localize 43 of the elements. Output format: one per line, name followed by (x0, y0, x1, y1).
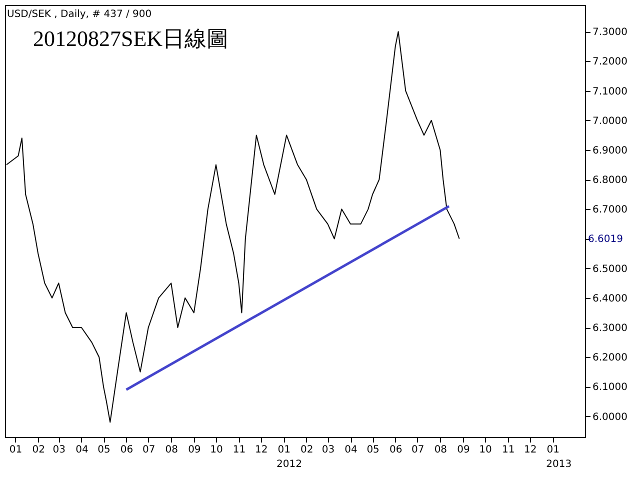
x-tick-label: 01 (9, 444, 22, 456)
x-tick-label: 09 (457, 444, 470, 456)
y-tick-label: 7.1000 (592, 86, 628, 98)
y-tick-label: 6.9000 (592, 145, 628, 156)
y-tick-label: 6.3000 (592, 323, 628, 334)
x-tick-label: 04 (76, 444, 88, 456)
y-tick-label: 6.2000 (592, 352, 628, 364)
text: 6.6019 (588, 234, 623, 245)
y-tick-label: 6.1000 (592, 382, 628, 394)
x-tick-label: 04 (344, 444, 358, 456)
y-tick-label: 6.8000 (592, 175, 628, 186)
x-tick-label: 07 (412, 444, 424, 456)
annotation: USD/SEK , Daily, # 437 / 900 (7, 9, 152, 20)
x-tick-label: 07 (142, 444, 156, 456)
text: 2012 (276, 459, 302, 470)
x-tick-label: 10 (479, 444, 492, 456)
x-tick-label: 12 (254, 444, 268, 456)
x-tick-label: 01 (546, 444, 560, 456)
x-tick-label: 05 (98, 444, 110, 456)
x-tick-label: 11 (232, 444, 246, 456)
x-tick-label: 03 (52, 444, 66, 456)
y-tick-label: 7.2000 (592, 56, 628, 68)
x-tick-label: 12 (524, 444, 537, 456)
y-tick-label: 6.0000 (592, 412, 628, 423)
x-tick-label: 09 (188, 444, 201, 456)
x-tick-label: 02 (32, 444, 45, 456)
y-tick-label: 7.0000 (592, 116, 628, 127)
y-tick-label: 6.5000 (592, 264, 628, 275)
x-tick-label: 02 (300, 444, 314, 456)
x-tick-label: 10 (210, 444, 223, 456)
x-tick-label: 06 (389, 444, 402, 456)
text: 20120827SEK日線圖 (33, 26, 229, 51)
x-tick-label: 05 (366, 444, 380, 456)
x-tick-label: 03 (322, 444, 335, 456)
x-tick-label: 08 (165, 444, 178, 456)
y-tick-label: 6.4000 (592, 293, 628, 304)
y-tick-label: 6.7000 (592, 204, 628, 216)
x-tick-label: 01 (278, 444, 290, 456)
text: 2013 (546, 459, 572, 470)
x-tick-label: 08 (434, 444, 448, 456)
y-tick-label: 7.3000 (592, 27, 628, 38)
x-tick-label: 06 (120, 444, 134, 456)
x-tick-label: 11 (502, 444, 515, 456)
